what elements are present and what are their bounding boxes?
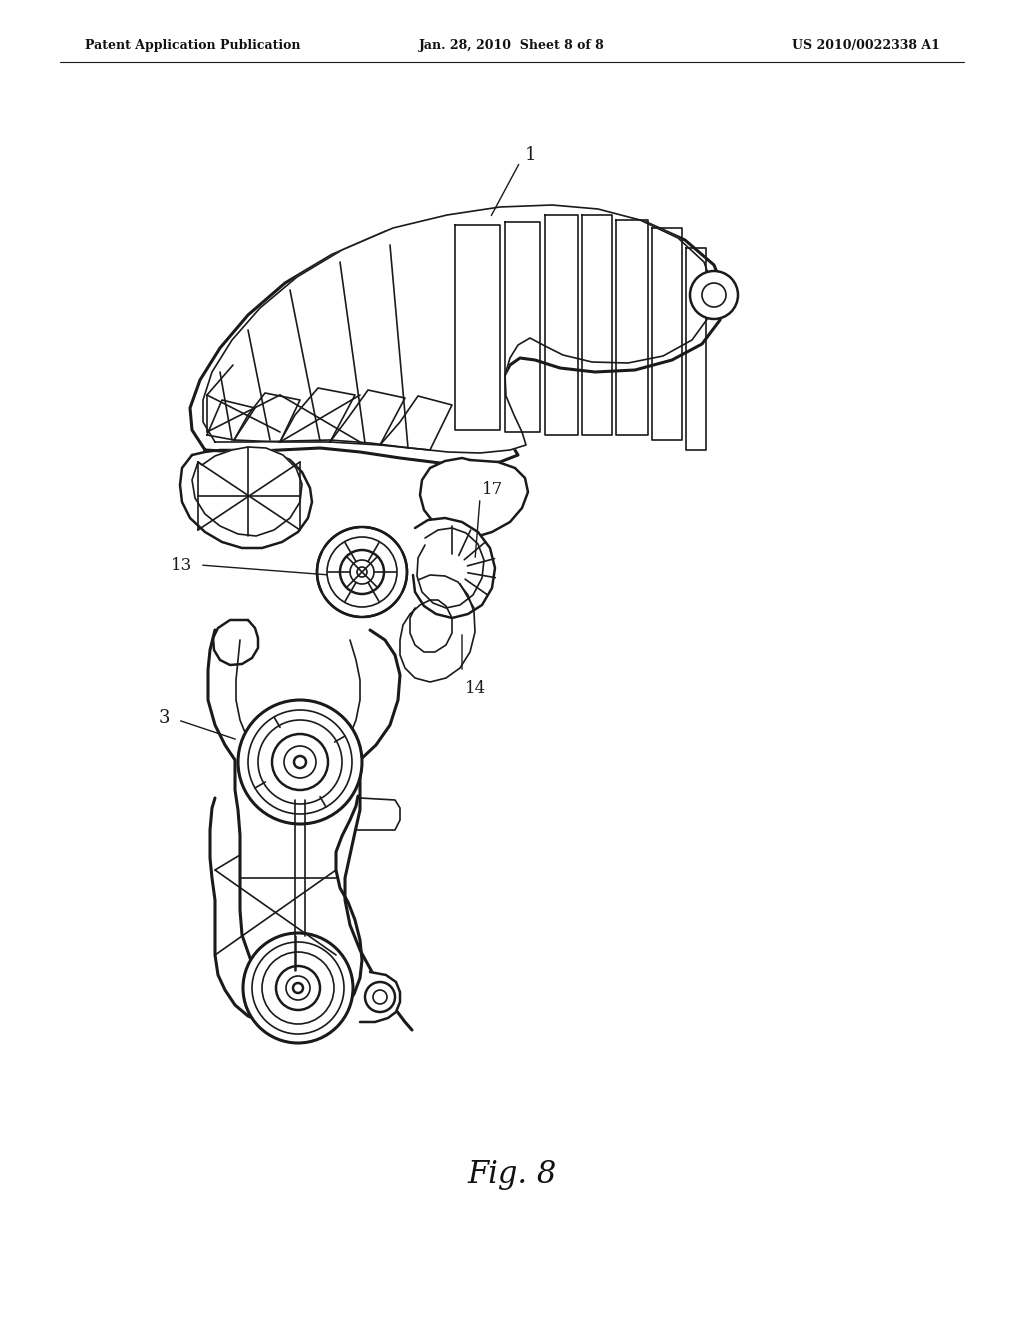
Polygon shape — [400, 576, 475, 682]
Polygon shape — [413, 517, 495, 618]
Text: 14: 14 — [465, 680, 486, 697]
Text: US 2010/0022338 A1: US 2010/0022338 A1 — [793, 38, 940, 51]
Circle shape — [238, 700, 362, 824]
Polygon shape — [210, 796, 362, 1026]
Polygon shape — [355, 799, 400, 830]
Polygon shape — [213, 620, 258, 665]
Circle shape — [340, 550, 384, 594]
Circle shape — [317, 527, 407, 616]
Text: 13: 13 — [171, 557, 193, 573]
Polygon shape — [203, 205, 714, 453]
Polygon shape — [417, 528, 484, 609]
Text: Patent Application Publication: Patent Application Publication — [85, 38, 300, 51]
Polygon shape — [193, 447, 302, 536]
Polygon shape — [360, 972, 400, 1022]
Text: 17: 17 — [482, 482, 503, 499]
Circle shape — [690, 271, 738, 319]
Polygon shape — [190, 209, 725, 465]
Text: 3: 3 — [159, 709, 170, 727]
Text: Fig. 8: Fig. 8 — [467, 1159, 557, 1191]
Polygon shape — [420, 458, 528, 539]
Text: Jan. 28, 2010  Sheet 8 of 8: Jan. 28, 2010 Sheet 8 of 8 — [419, 38, 605, 51]
Circle shape — [365, 982, 395, 1012]
Text: 1: 1 — [525, 147, 537, 164]
Polygon shape — [180, 450, 312, 548]
Circle shape — [243, 933, 353, 1043]
